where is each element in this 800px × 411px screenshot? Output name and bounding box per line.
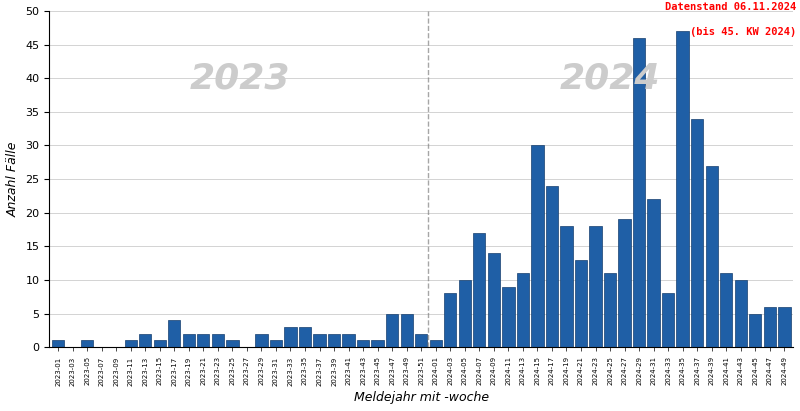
Bar: [314, 334, 326, 347]
Bar: [691, 118, 703, 347]
Bar: [633, 38, 646, 347]
Bar: [677, 31, 689, 347]
Bar: [604, 273, 616, 347]
Bar: [734, 280, 747, 347]
Bar: [560, 226, 573, 347]
Text: Datenstand 06.11.2024: Datenstand 06.11.2024: [665, 2, 796, 12]
Bar: [168, 320, 181, 347]
Bar: [764, 307, 776, 347]
Bar: [342, 334, 354, 347]
Bar: [517, 273, 529, 347]
Bar: [473, 233, 486, 347]
Bar: [662, 293, 674, 347]
Bar: [357, 340, 370, 347]
Bar: [618, 219, 630, 347]
Bar: [458, 280, 471, 347]
Bar: [531, 145, 543, 347]
Bar: [182, 334, 195, 347]
Text: 2023: 2023: [190, 61, 290, 95]
Bar: [706, 166, 718, 347]
Bar: [401, 314, 413, 347]
Bar: [749, 314, 762, 347]
Bar: [546, 186, 558, 347]
Bar: [502, 287, 514, 347]
Bar: [575, 260, 587, 347]
Bar: [299, 327, 311, 347]
Bar: [139, 334, 151, 347]
Bar: [81, 340, 94, 347]
Text: 2024: 2024: [560, 61, 660, 95]
Bar: [386, 314, 398, 347]
Bar: [778, 307, 790, 347]
Bar: [444, 293, 457, 347]
Bar: [270, 340, 282, 347]
Bar: [125, 340, 137, 347]
Bar: [255, 334, 267, 347]
Bar: [197, 334, 210, 347]
Text: (bis 45. KW 2024): (bis 45. KW 2024): [690, 27, 796, 37]
Bar: [212, 334, 224, 347]
Y-axis label: Anzahl Fälle: Anzahl Fälle: [7, 141, 20, 217]
Bar: [430, 340, 442, 347]
Bar: [226, 340, 238, 347]
Bar: [328, 334, 340, 347]
X-axis label: Meldejahr mit -woche: Meldejahr mit -woche: [354, 391, 489, 404]
Bar: [52, 340, 64, 347]
Bar: [647, 199, 660, 347]
Bar: [590, 226, 602, 347]
Bar: [488, 253, 500, 347]
Bar: [154, 340, 166, 347]
Bar: [720, 273, 733, 347]
Bar: [371, 340, 384, 347]
Bar: [284, 327, 297, 347]
Bar: [415, 334, 427, 347]
